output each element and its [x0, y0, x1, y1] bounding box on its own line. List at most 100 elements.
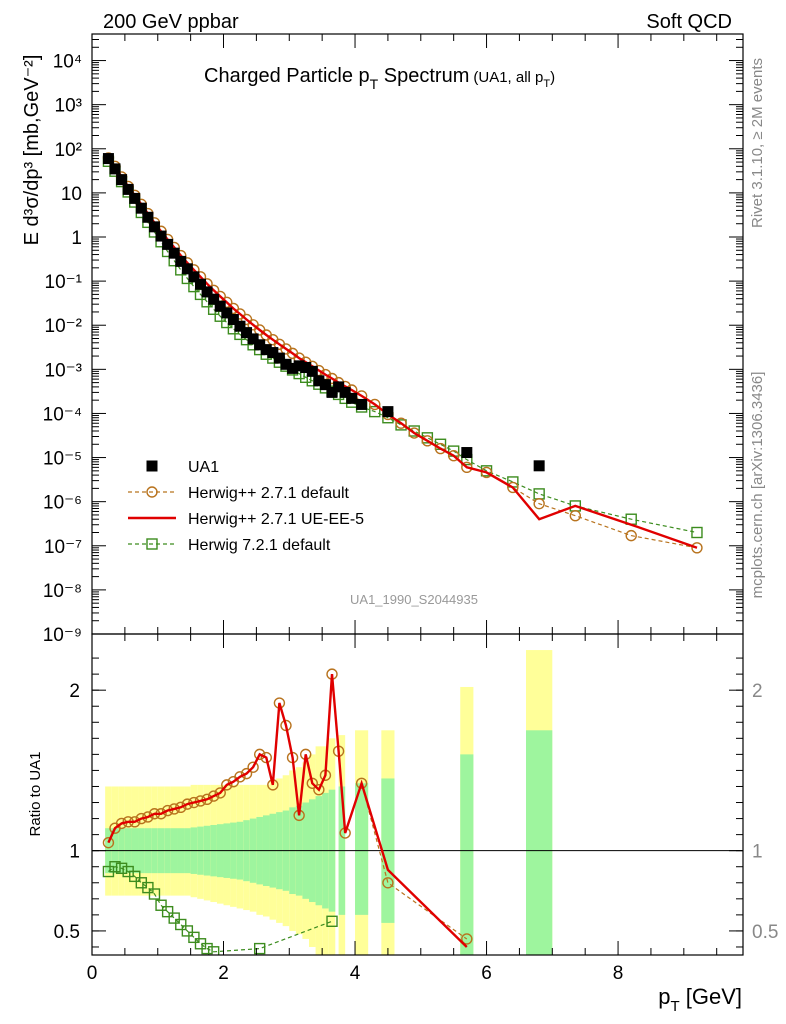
point-data — [313, 375, 325, 387]
point-data — [181, 263, 193, 275]
point-data — [280, 358, 292, 370]
spectrum-series — [102, 152, 703, 554]
point-data — [221, 307, 233, 319]
point-data — [306, 365, 318, 377]
point-data — [461, 447, 473, 459]
ratio-point-herwig271_default — [234, 771, 246, 783]
ratio-series — [102, 668, 473, 955]
point-data — [227, 313, 239, 325]
ratio-point-herwig721_default — [326, 915, 338, 927]
y-tick-label: 1 — [71, 228, 82, 249]
point-herwig271_default — [480, 466, 493, 479]
ratio-point-herwig271_default — [214, 787, 226, 799]
y-tick-label: 10⁻⁹ — [43, 625, 82, 646]
ratio-point-herwig721_default — [115, 862, 128, 875]
ratio-line-herwig271_ueee5 — [107, 673, 468, 948]
legend-label: Herwig++ 2.7.1 UE-EE-5 — [188, 511, 364, 528]
legend-item-herwig721_default: Herwig 7.2.1 default — [128, 537, 331, 554]
point-data — [195, 278, 206, 290]
ratio-point-herwig721_default — [148, 888, 161, 900]
ratio-point-herwig271_default — [253, 748, 266, 761]
point-herwig271_default — [421, 435, 434, 447]
main-y-axis-label: E d³σ/dp³ [mb,GeV⁻²] — [21, 55, 43, 246]
point-data — [254, 339, 266, 351]
legend-label: Herwig++ 2.7.1 default — [188, 485, 350, 502]
legend-label: UA1 — [188, 459, 219, 476]
y-tick-label: 10⁴ — [53, 52, 82, 73]
ratio-y-tick-label-right: 0.5 — [752, 922, 778, 943]
point-herwig271_default — [461, 461, 473, 474]
side-label-rivet: Rivet 3.1.10, ≥ 2M events — [749, 58, 766, 228]
main-axis-ticks: 10⁴ 10³ 10² 10 1 10⁻¹ 10⁻² 10⁻³ 10⁻⁴ 10⁻⁵ 10⁻⁶ 10⁻⁷… — [43, 33, 743, 646]
ratio-point-herwig721_default — [109, 861, 121, 873]
band-inner — [526, 730, 553, 955]
point-data — [188, 271, 200, 283]
ratio-point-herwig271_default — [461, 933, 473, 945]
point-data — [260, 344, 272, 356]
y-tick-label: 10⁻⁵ — [43, 449, 82, 470]
point-herwig271_default — [625, 529, 637, 542]
ratio-point-herwig721_default — [129, 870, 141, 883]
y-tick-label: 10 — [61, 184, 82, 205]
band-inner — [460, 754, 474, 955]
point-data — [326, 386, 338, 398]
legend: UA1 Herwig++ 2.7.1 default Herwig++ 2.7.1 … — [128, 459, 364, 554]
legend-marker — [146, 538, 158, 550]
point-herwig271_default — [395, 417, 407, 429]
point-data — [247, 333, 259, 345]
point-data — [102, 153, 114, 165]
point-herwig721_default — [691, 526, 703, 539]
y-tick-label: 10³ — [55, 96, 82, 117]
point-data — [155, 230, 167, 242]
ratio-point-herwig271_default — [161, 804, 174, 817]
legend-item-data: UA1 — [146, 459, 219, 476]
point-data — [234, 320, 246, 332]
point-data — [356, 398, 368, 410]
ratio-point-herwig721_default — [161, 905, 174, 918]
point-herwig271_default — [434, 442, 447, 455]
ratio-y-tick-label: 0.5 — [54, 922, 80, 943]
point-data — [214, 300, 226, 312]
ratio-axis-ticks: 0.5 0.5 1 1 2 2 0 2 4 6 8 — [54, 634, 778, 984]
ratio-point-herwig271_default — [247, 761, 259, 773]
point-data — [135, 202, 147, 214]
point-data — [287, 362, 299, 374]
point-data — [241, 327, 253, 339]
point-data — [129, 192, 141, 204]
legend-item-herwig271_default: Herwig++ 2.7.1 default — [128, 485, 350, 502]
ratio-point-herwig271_default — [181, 798, 194, 810]
ratio-point-herwig721_default — [207, 946, 220, 955]
ratio-point-herwig271_default — [313, 783, 325, 796]
point-data — [208, 293, 220, 305]
point-data — [333, 381, 345, 393]
ratio-line-herwig721_default — [108, 866, 333, 953]
legend-item-herwig271_ueee5: Herwig++ 2.7.1 UE-EE-5 — [128, 511, 364, 528]
point-data — [168, 247, 180, 259]
ratio-point-herwig271_default — [382, 877, 394, 889]
x-tick-label: 2 — [218, 963, 229, 984]
y-tick-label: 10⁻⁸ — [43, 581, 82, 602]
analysis-id: UA1_1990_S2044935 — [350, 592, 478, 607]
ratio-y-tick-label: 1 — [69, 842, 80, 863]
point-herwig271_default — [569, 510, 582, 522]
point-data — [300, 362, 312, 374]
point-data — [273, 352, 285, 364]
point-data — [142, 211, 154, 223]
ratio-point-herwig271_default — [142, 811, 154, 823]
x-tick-label: 6 — [481, 963, 492, 984]
main-title: Charged Particle pT Spectrum (UA1, all pT… — [204, 65, 555, 92]
point-data — [267, 347, 279, 359]
point-herwig271_default — [369, 398, 381, 411]
ratio-point-herwig721_default — [188, 931, 200, 944]
y-tick-label: 10⁻⁴ — [43, 404, 82, 425]
ratio-plot-frame — [91, 633, 744, 956]
ratio-y-tick-label: 2 — [69, 681, 80, 702]
ratio-point-herwig271_default — [221, 779, 233, 791]
ratio-point-herwig271_default — [355, 777, 368, 789]
x-tick-label: 4 — [350, 963, 361, 984]
point-herwig271_default — [447, 450, 460, 462]
point-data — [339, 386, 351, 398]
ratio-point-herwig721_default — [201, 942, 213, 955]
y-tick-label: 10⁻⁶ — [43, 493, 82, 514]
